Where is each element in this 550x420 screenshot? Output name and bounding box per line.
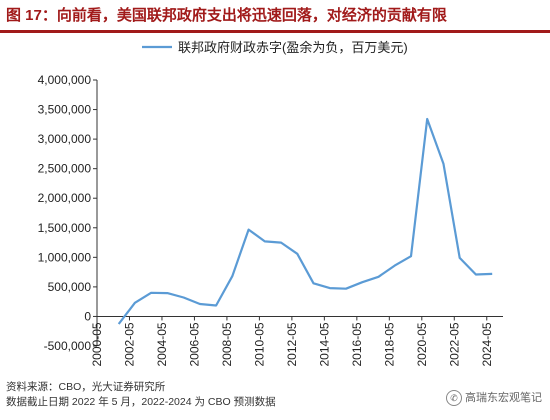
x-tick-label: 2016-05 bbox=[350, 322, 364, 366]
watermark-text: 高瑞东宏观笔记 bbox=[465, 392, 542, 404]
watermark: ✆ 高瑞东宏观笔记 bbox=[446, 389, 542, 407]
x-tick-label: 2010-05 bbox=[252, 322, 266, 366]
source-note: 资料来源：CBO，光大证券研究所 bbox=[6, 381, 166, 393]
x-tick-label: 2006-05 bbox=[187, 322, 201, 366]
y-tick-label: 0 bbox=[84, 309, 91, 323]
footer-notes: 资料来源：CBO，光大证券研究所 数据截止日期 2022 年 5 月，2022-… bbox=[6, 380, 276, 410]
y-tick-label: 3,000,000 bbox=[38, 132, 92, 146]
y-tick-label: 500,000 bbox=[48, 280, 92, 294]
y-tick-label: 2,500,000 bbox=[38, 162, 92, 176]
y-tick-label: -500,000 bbox=[44, 339, 92, 353]
x-tick-label: 2004-05 bbox=[155, 322, 169, 366]
x-tick-label: 2000-05 bbox=[90, 322, 104, 366]
x-tick-label: 2002-05 bbox=[122, 322, 136, 366]
y-tick-label: 1,000,000 bbox=[38, 250, 92, 264]
x-tick-label: 2008-05 bbox=[220, 322, 234, 366]
x-tick-label: 2018-05 bbox=[382, 322, 396, 366]
y-tick-label: 3,500,000 bbox=[38, 103, 92, 117]
x-tick-label: 2012-05 bbox=[285, 322, 299, 366]
y-tick-label: 2,000,000 bbox=[38, 191, 92, 205]
figure-title: 图 17：向前看，美国联邦政府支出将迅速回落，对经济的贡献有限 bbox=[6, 7, 447, 24]
title-bar: 图 17：向前看，美国联邦政府支出将迅速回落，对经济的贡献有限 bbox=[0, 0, 550, 33]
x-tick-label: 2020-05 bbox=[415, 322, 429, 366]
series-line bbox=[117, 117, 493, 325]
x-tick-label: 2022-05 bbox=[447, 322, 461, 366]
x-tick-label: 2014-05 bbox=[317, 322, 331, 366]
line-chart: -500,000 0 500,000 1,000,000 1,500,000 2,000,… bbox=[38, 40, 503, 366]
legend-label: 联邦政府财政赤字(盈余为负，百万美元) bbox=[178, 40, 408, 55]
wechat-icon: ✆ bbox=[446, 390, 462, 407]
x-tick-label: 2024-05 bbox=[480, 322, 494, 366]
data-cutoff-note: 数据截止日期 2022 年 5 月，2022-2024 为 CBO 预测数据 bbox=[6, 396, 276, 408]
y-tick-label: 4,000,000 bbox=[38, 73, 92, 87]
y-tick-label: 1,500,000 bbox=[38, 221, 92, 235]
